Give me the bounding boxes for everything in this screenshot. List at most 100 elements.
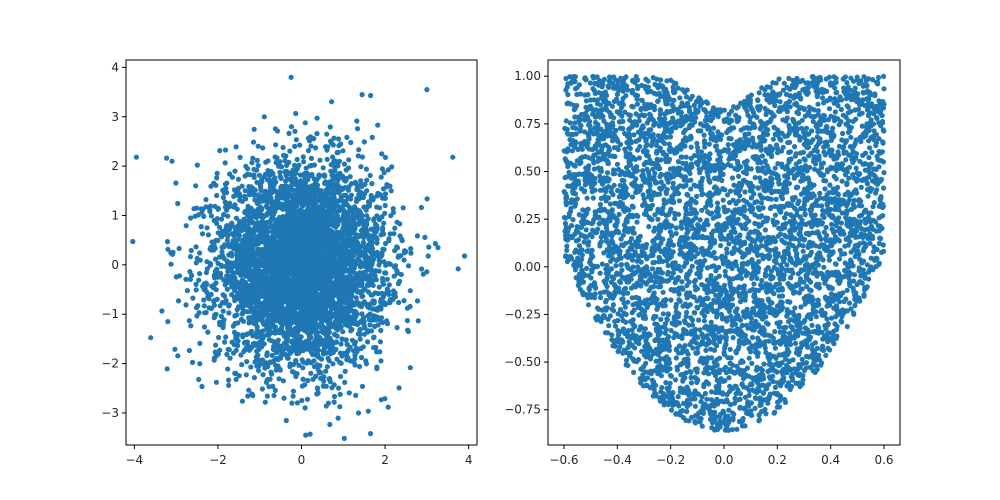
scatter-point	[316, 174, 322, 180]
scatter-point	[197, 271, 203, 277]
scatter-point	[208, 291, 214, 297]
scatter-point	[229, 292, 235, 298]
scatter-point	[245, 166, 251, 172]
scatter-point	[335, 257, 341, 263]
scatter-point	[313, 278, 319, 284]
scatter-point	[226, 310, 232, 316]
scatter-point	[220, 194, 226, 201]
scatter-point	[272, 154, 278, 160]
scatter-point	[248, 328, 255, 334]
scatter-point	[226, 347, 232, 353]
scatter-point	[325, 400, 331, 406]
scatter-point	[337, 270, 343, 276]
scatter-point	[226, 252, 232, 258]
scatter-point	[366, 203, 372, 209]
scatter-point	[193, 244, 199, 250]
scatter-point	[394, 219, 400, 225]
scatter-point	[239, 288, 245, 294]
scatter-point	[353, 392, 359, 398]
scatter-point	[370, 306, 376, 312]
scatter-point	[254, 197, 260, 203]
scatter-point	[213, 280, 219, 286]
scatter-point	[303, 318, 309, 324]
scatter-point	[324, 243, 330, 249]
scatter-point	[373, 234, 379, 241]
scatter-point	[336, 217, 343, 223]
scatter-point	[381, 170, 387, 176]
scatter-point	[192, 213, 198, 219]
scatter-point	[235, 343, 241, 349]
scatter-point	[381, 220, 387, 226]
scatter-point	[337, 252, 343, 258]
scatter-point	[253, 330, 259, 336]
scatter-point	[312, 202, 318, 208]
scatter-point	[251, 126, 257, 132]
scatter-point	[333, 262, 339, 269]
scatter-point	[273, 142, 279, 148]
scatter-point	[254, 179, 260, 185]
scatter-point	[372, 323, 378, 329]
scatter-point	[274, 270, 280, 276]
scatter-point	[308, 360, 314, 366]
scatter-point	[285, 235, 291, 241]
scatter-point	[272, 301, 278, 307]
scatter-point	[355, 410, 362, 416]
scatter-point	[376, 217, 382, 223]
scatter-point	[176, 245, 182, 252]
scatter-point	[252, 308, 258, 314]
scatter-point	[311, 176, 317, 182]
scatter-point	[222, 339, 228, 345]
scatter-point	[293, 289, 299, 295]
scatter-point	[404, 318, 410, 324]
scatter-point	[294, 166, 300, 172]
scatter-point	[388, 188, 394, 194]
scatter-point	[203, 197, 209, 203]
scatter-point	[256, 294, 262, 301]
scatter-point	[257, 340, 263, 346]
scatter-point	[348, 328, 354, 334]
scatter-point	[242, 193, 248, 199]
scatter-point	[280, 378, 286, 384]
scatter-point	[213, 379, 219, 385]
scatter-point	[363, 252, 369, 258]
scatter-point	[261, 220, 267, 226]
scatter-point	[394, 270, 401, 276]
scatter-point	[384, 318, 390, 324]
scatter-point	[287, 205, 293, 211]
scatter-point	[337, 303, 343, 309]
scatter-point	[356, 246, 363, 252]
scatter-point	[402, 250, 408, 256]
scatter-point	[340, 148, 346, 154]
scatter-point	[289, 222, 295, 228]
scatter-point	[318, 235, 325, 241]
scatter-point	[319, 271, 326, 277]
scatter-point	[211, 247, 217, 253]
scatter-point	[172, 346, 178, 352]
scatter-point	[383, 262, 389, 268]
scatter-point	[268, 223, 274, 229]
scatter-point	[219, 244, 225, 250]
scatter-point	[394, 244, 400, 250]
scatter-point	[264, 247, 270, 253]
scatter-point	[304, 360, 310, 366]
scatter-point	[297, 218, 303, 224]
scatter-point	[345, 233, 351, 239]
scatter-point	[331, 249, 337, 255]
scatter-point	[359, 383, 366, 389]
scatter-point	[356, 191, 362, 197]
scatter-point	[224, 258, 230, 264]
scatter-point	[201, 297, 207, 303]
scatter-point	[260, 334, 266, 340]
scatter-point	[392, 290, 398, 296]
scatter-point	[382, 154, 388, 160]
scatter-point	[204, 266, 210, 272]
scatter-point	[289, 201, 295, 207]
scatter-point	[308, 263, 314, 269]
scatter-point	[297, 321, 303, 327]
scatter-point	[213, 311, 219, 317]
scatter-point	[283, 336, 289, 342]
scatter-point	[186, 318, 192, 324]
scatter-point	[396, 299, 402, 306]
scatter-point	[236, 285, 242, 291]
scatter-point	[265, 314, 271, 320]
